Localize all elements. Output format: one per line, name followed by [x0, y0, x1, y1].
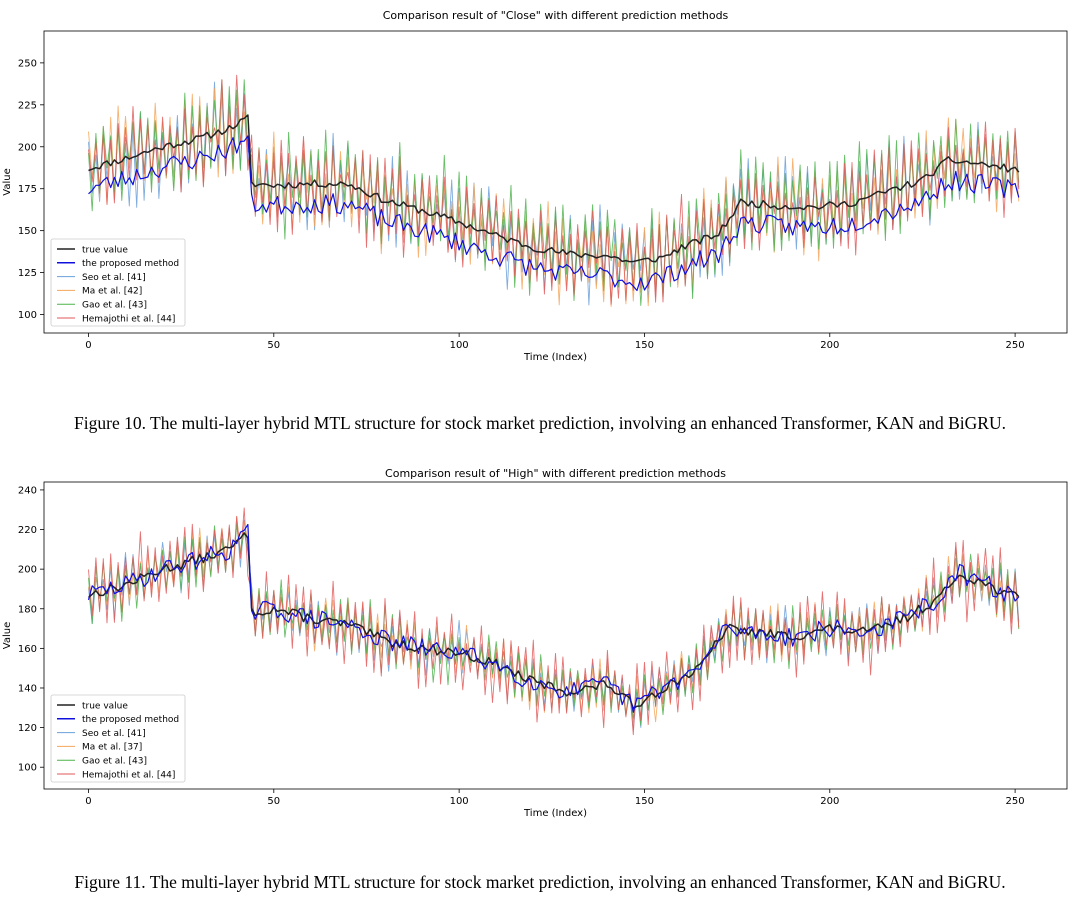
series-line-the-proposed-method: [88, 135, 1020, 292]
x-axis-label: Time (Index): [523, 352, 587, 363]
x-tick-label: 150: [635, 796, 654, 807]
y-axis-label: Value: [2, 622, 13, 649]
legend-label: true value: [82, 701, 128, 711]
series-group: [87, 507, 1020, 736]
legend-label: the proposed method: [82, 259, 179, 269]
y-tick-label: 140: [18, 683, 37, 694]
legend-label: the proposed method: [82, 715, 179, 725]
legend-label: true value: [82, 245, 128, 255]
series-line-the-proposed-method: [87, 523, 1020, 713]
x-axis-label: Time (Index): [523, 808, 587, 819]
y-tick-label: 240: [18, 485, 37, 496]
y-tick-label: 150: [18, 226, 37, 237]
y-tick-label: 225: [18, 100, 37, 111]
legend-label: Gao et al. [43]: [82, 301, 147, 311]
chart-title: Comparison result of "High" with differe…: [385, 467, 726, 480]
y-axis-label: Value: [2, 168, 13, 195]
legend: true value the proposed method Seo et al. …: [50, 238, 186, 327]
y-tick-label: 200: [18, 142, 37, 153]
y-tick-label: 160: [18, 644, 37, 655]
x-tick-label: 200: [820, 796, 839, 807]
legend-label: Seo et al. [41]: [82, 729, 146, 739]
x-tick-label: 250: [1006, 340, 1025, 351]
high-comparison-chart: Comparison result of "High" with differe…: [2, 467, 1068, 819]
y-tick-label: 220: [18, 525, 37, 536]
legend-label: Hemajothi et al. [44]: [82, 314, 175, 324]
legend-label: Ma et al. [42]: [82, 287, 142, 297]
legend: true value the proposed method Seo et al. …: [50, 694, 186, 783]
y-tick-label: 200: [18, 565, 37, 576]
x-tick-label: 100: [450, 340, 469, 351]
x-tick-label: 150: [635, 340, 654, 351]
x-tick-label: 50: [267, 796, 280, 807]
y-tick-label: 100: [18, 310, 37, 321]
legend-label: Hemajothi et al. [44]: [82, 770, 175, 780]
x-tick-label: 50: [267, 340, 280, 351]
plot-frame: [43, 481, 1068, 790]
legend-box: [50, 694, 186, 783]
chart-title: Comparison result of "Close" with differ…: [383, 9, 729, 22]
y-tick-label: 100: [18, 763, 37, 774]
y-tick-label: 180: [18, 604, 37, 615]
y-tick-label: 175: [18, 184, 37, 195]
series-group: [88, 74, 1020, 307]
x-tick-label: 100: [450, 796, 469, 807]
series-line-hemajothi-et-al-44: [88, 74, 1020, 305]
y-tick-label: 125: [18, 268, 37, 279]
legend-label: Gao et al. [43]: [82, 757, 147, 767]
x-tick-label: 250: [1006, 796, 1025, 807]
figure-11-caption: Figure 11. The multi-layer hybrid MTL st…: [74, 872, 1006, 892]
series-line-hemajothi-et-al-44: [88, 507, 1020, 736]
legend-box: [50, 238, 186, 327]
x-tick-label: 200: [820, 340, 839, 351]
y-tick-label: 250: [18, 58, 37, 69]
legend-label: Seo et al. [41]: [82, 273, 146, 283]
series-line-true-value: [88, 532, 1020, 710]
figure-10-caption: Figure 10. The multi-layer hybrid MTL st…: [74, 413, 1006, 433]
legend-label: Ma et al. [37]: [82, 743, 142, 753]
series-line-true-value: [88, 114, 1020, 263]
plot-frame: [43, 30, 1068, 334]
x-tick-label: 0: [85, 796, 91, 807]
y-tick-label: 120: [18, 723, 37, 734]
close-comparison-chart: Comparison result of "Close" with differ…: [2, 9, 1068, 363]
x-tick-label: 0: [85, 340, 91, 351]
